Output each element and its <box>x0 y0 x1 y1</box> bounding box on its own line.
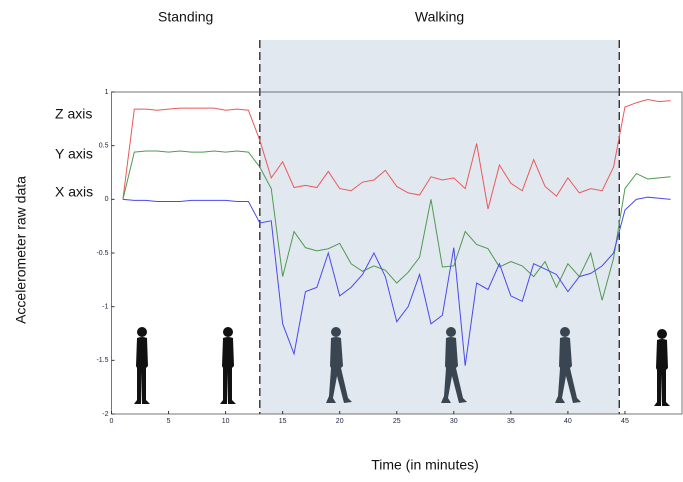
y-axis-label: Accelerometer raw data <box>13 176 29 324</box>
x-tick-label: 5 <box>167 418 171 425</box>
y-tick-label: 0.5 <box>99 143 109 150</box>
y-tick-label: -0.5 <box>96 250 108 257</box>
x-tick-label: 25 <box>393 418 401 425</box>
plot-area <box>112 40 683 414</box>
y-tick-label: -1 <box>102 304 108 311</box>
series-label: X axis <box>55 184 93 200</box>
x-tick-label: 10 <box>222 418 230 425</box>
region-label: Walking <box>415 9 464 25</box>
series-label: Z axis <box>55 106 92 122</box>
y-tick-label: -1.5 <box>96 357 108 364</box>
x-tick-label: 40 <box>564 418 572 425</box>
x-axis-label: Time (in minutes) <box>371 457 479 473</box>
y-tick-label: 1 <box>105 89 109 96</box>
x-tick-label: 15 <box>279 418 287 425</box>
page: {"chart_data": { "type": "line", "xlabel… <box>0 0 683 477</box>
y-tick-label: -2 <box>102 411 108 418</box>
x-tick-label: 30 <box>450 418 458 425</box>
x-tick-label: 45 <box>621 418 629 425</box>
chart: Time (in minutes) Accelerometer raw data… <box>0 0 683 477</box>
y-tick-label: 0 <box>105 196 109 203</box>
region-label: Standing <box>158 9 213 25</box>
x-tick-label: 0 <box>110 418 114 425</box>
x-tick-label: 20 <box>336 418 344 425</box>
x-tick-label: 35 <box>507 418 515 425</box>
series-label: Y axis <box>55 146 93 162</box>
